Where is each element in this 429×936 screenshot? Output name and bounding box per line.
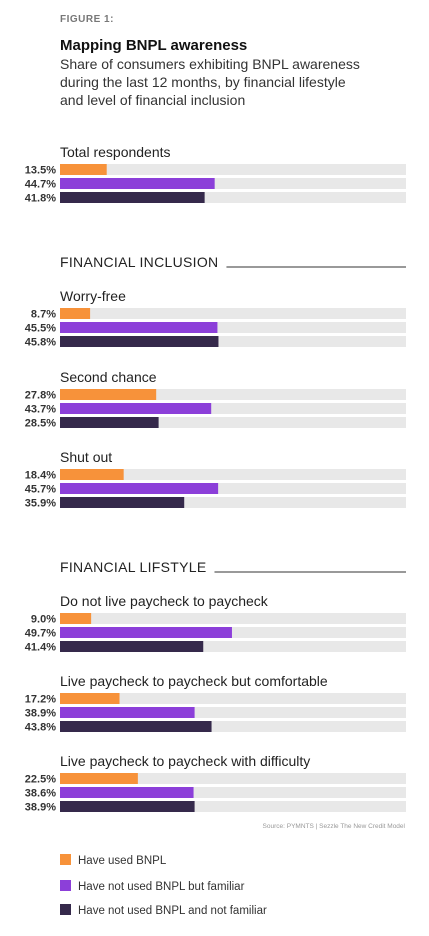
group-label: Do not live paycheck to paycheck <box>60 593 269 609</box>
legend-swatch-not-familiar <box>60 904 71 915</box>
bar-not-familiar <box>60 336 219 347</box>
value-label: 45.7% <box>25 484 56 496</box>
bar-track <box>60 417 406 428</box>
group-label: Worry-free <box>60 288 126 304</box>
bar-used <box>60 693 120 704</box>
bar-familiar <box>60 707 195 718</box>
bar-track <box>60 641 406 652</box>
bar-familiar <box>60 403 212 414</box>
bar-track <box>60 336 406 347</box>
bar-used <box>60 308 91 319</box>
value-label: 18.4% <box>25 470 56 482</box>
bar-track <box>60 403 406 414</box>
plot-area: Total respondents 13.5% 44.7% 41.8% FINANCIA… <box>25 144 406 814</box>
group-label: Shut out <box>60 449 112 465</box>
value-label: 41.4% <box>25 642 56 654</box>
bar-not-familiar <box>60 497 185 508</box>
bar-track <box>60 801 406 812</box>
value-label: 22.5% <box>25 774 56 786</box>
figure-label: FIGURE 1: <box>60 14 114 25</box>
value-label: 49.7% <box>25 628 56 640</box>
value-label: 41.8% <box>25 193 56 205</box>
bar-not-familiar <box>60 417 159 428</box>
legend-label: Have not used BNPL but familiar <box>78 881 245 893</box>
bar-track <box>60 787 406 798</box>
bar-not-familiar <box>60 801 195 812</box>
bar-track <box>60 773 406 784</box>
section-heading: FINANCIAL INCLUSION <box>60 254 218 270</box>
value-label: 13.5% <box>25 165 56 177</box>
source-note: Source: PYMNTS | Sezzle The New Credit M… <box>263 823 406 830</box>
group-label: Second chance <box>60 369 157 385</box>
bar-familiar <box>60 322 218 333</box>
value-label: 43.8% <box>25 722 56 734</box>
bar-not-familiar <box>60 641 204 652</box>
bar-track <box>60 721 406 732</box>
chart-subtitle-line-1: Share of consumers exhibiting BNPL aware… <box>60 56 360 72</box>
bar-used <box>60 469 124 480</box>
legend-swatch-familiar <box>60 880 71 891</box>
value-label: 35.9% <box>25 498 56 510</box>
chart-title: Mapping BNPL awareness <box>60 37 247 54</box>
value-label: 45.8% <box>25 337 56 349</box>
value-label: 17.2% <box>25 694 56 706</box>
bar-track <box>60 693 406 704</box>
legend-label: Have not used BNPL and not familiar <box>78 905 267 917</box>
chart-subtitle-line-3: and level of financial inclusion <box>60 92 245 108</box>
value-label: 38.9% <box>25 708 56 720</box>
bar-familiar <box>60 178 215 189</box>
value-label: 38.6% <box>25 788 56 800</box>
bar-used <box>60 773 138 784</box>
bar-track <box>60 469 406 480</box>
value-label: 8.7% <box>31 309 56 321</box>
value-label: 9.0% <box>31 614 56 626</box>
bar-track <box>60 483 406 494</box>
bar-track <box>60 308 406 319</box>
section-heading: FINANCIAL LIFSTYLE <box>60 559 206 575</box>
value-label: 38.9% <box>25 802 56 814</box>
value-label: 27.8% <box>25 390 56 402</box>
bar-used <box>60 389 157 400</box>
bar-track <box>60 322 406 333</box>
legend-label: Have used BNPL <box>78 855 167 867</box>
legend: Have used BNPL Have not used BNPL but fam… <box>60 854 267 917</box>
value-label: 45.5% <box>25 323 56 335</box>
value-label: 43.7% <box>25 404 56 416</box>
bar-familiar <box>60 627 232 638</box>
group-label: Live paycheck to paycheck with difficult… <box>60 753 310 769</box>
bar-track <box>60 627 406 638</box>
bar-track <box>60 192 406 203</box>
bar-track <box>60 164 406 175</box>
bar-track <box>60 707 406 718</box>
group-label: Total respondents <box>60 144 171 160</box>
bar-track <box>60 178 406 189</box>
bar-track <box>60 389 406 400</box>
chart-subtitle-line-2: during the last 12 months, by financial … <box>60 74 346 90</box>
value-label: 28.5% <box>25 418 56 430</box>
group-label: Live paycheck to paycheck but comfortabl… <box>60 673 328 689</box>
bar-used <box>60 164 107 175</box>
bar-used <box>60 613 92 624</box>
bar-track <box>60 497 406 508</box>
legend-swatch-used <box>60 854 71 865</box>
bar-familiar <box>60 787 194 798</box>
value-label: 44.7% <box>25 179 56 191</box>
bar-not-familiar <box>60 721 212 732</box>
bar-familiar <box>60 483 219 494</box>
bar-not-familiar <box>60 192 205 203</box>
bar-track <box>60 613 406 624</box>
